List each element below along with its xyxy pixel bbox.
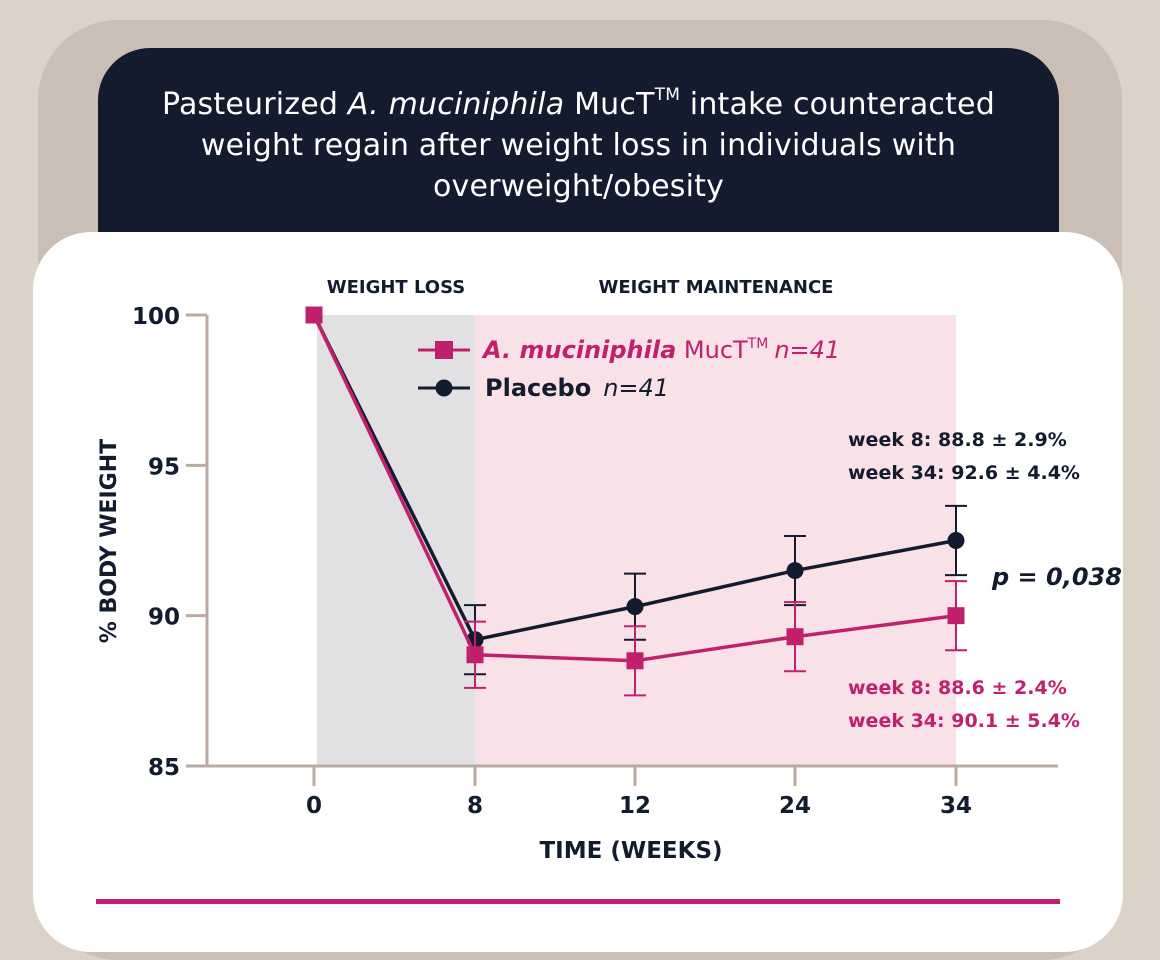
data-point-square [786, 628, 804, 646]
y-tick-label: 90 [148, 605, 180, 631]
data-point-circle [626, 598, 644, 616]
y-tick-label: 100 [132, 304, 180, 330]
legend-marker-placebo [435, 379, 453, 397]
annotation-placebo-week8: week 8: 88.8 ± 2.9% [848, 429, 1067, 451]
data-point-circle [786, 562, 804, 580]
annotation-treatment-week8: week 8: 88.6 ± 2.4% [848, 677, 1067, 699]
legend-label-placebo: Placebo n=41 [485, 374, 669, 402]
legend: A. muciniphila MucTTM n=41 Placebo n=41 [418, 336, 840, 402]
y-axis-label: % BODY WEIGHT [97, 439, 122, 643]
series-layer [305, 306, 967, 697]
annotation-placebo-week34: week 34: 92.6 ± 4.4% [848, 462, 1080, 484]
p-value: p = 0,038 [991, 563, 1122, 591]
phase-label-weight-maintenance: WEIGHT MAINTENANCE [599, 277, 834, 298]
x-axis-label: TIME (WEEKS) [539, 838, 722, 864]
series-treatment [305, 306, 967, 697]
x-tick-label: 8 [467, 793, 483, 819]
axes [186, 313, 1058, 786]
data-point-square [626, 652, 644, 670]
legend-label-treatment: A. muciniphila MucTTM n=41 [481, 336, 840, 364]
legend-marker-treatment [435, 341, 453, 359]
data-point-square [466, 646, 484, 664]
chart-title: Pasteurized A. muciniphila MucTTM intake… [162, 85, 995, 205]
annotation-treatment-week34: week 34: 90.1 ± 5.4% [848, 710, 1080, 732]
bottom-accent-strip [96, 899, 1060, 904]
x-tick-label: 24 [779, 793, 811, 819]
x-tick-label: 0 [306, 793, 322, 819]
line-chart: WEIGHT LOSS WEIGHT MAINTENANCE 85 90 95 100… [97, 277, 1122, 864]
y-tick-label: 85 [148, 755, 180, 781]
data-point-square [947, 607, 965, 625]
tick-labels: 85 90 95 100 0 8 12 24 34 [132, 304, 972, 819]
x-tick-label: 12 [619, 793, 651, 819]
weight-maintenance-band [475, 315, 956, 766]
x-tick-label: 34 [940, 793, 972, 819]
y-tick-label: 95 [148, 454, 180, 480]
weight-loss-band [317, 315, 475, 766]
data-point-square [305, 306, 323, 324]
series-placebo [305, 306, 967, 676]
data-point-circle [947, 532, 965, 549]
phase-label-weight-loss: WEIGHT LOSS [327, 277, 465, 298]
